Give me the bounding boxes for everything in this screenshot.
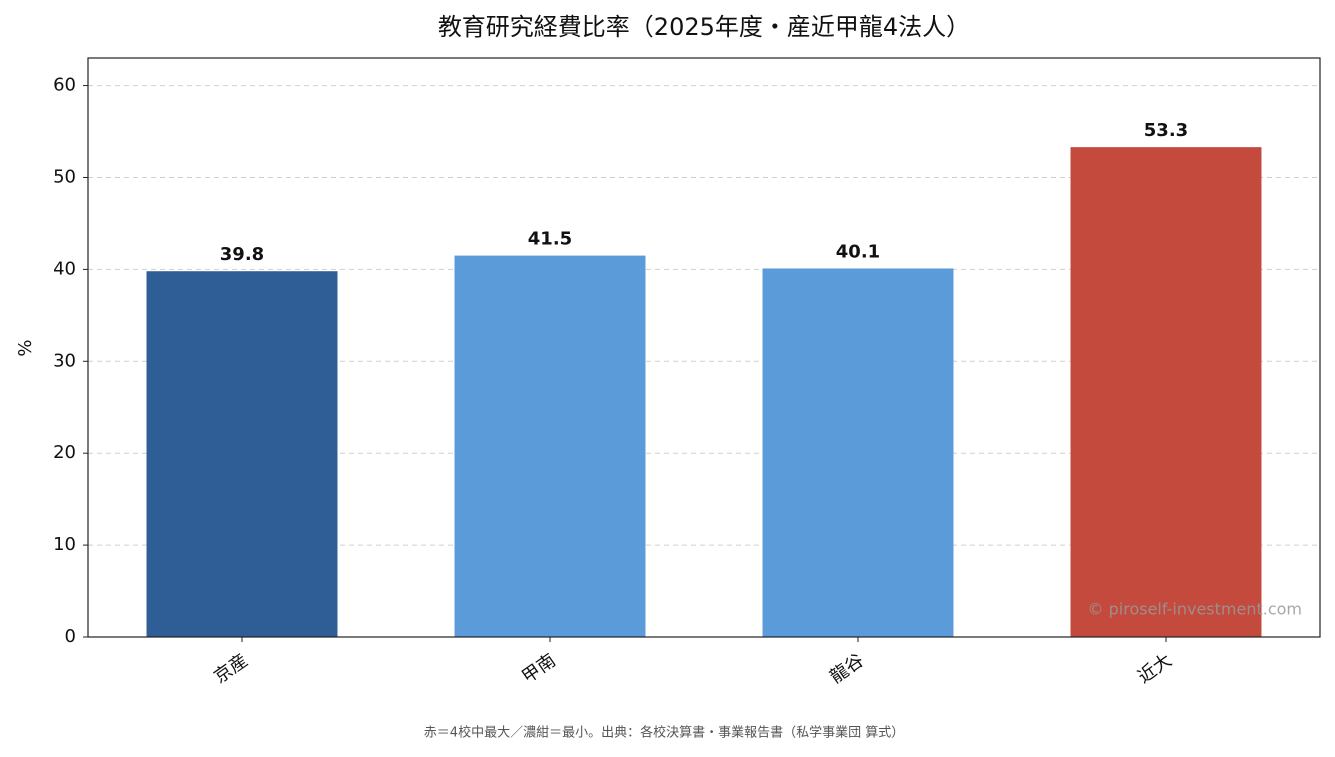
y-tick-label: 0	[65, 626, 76, 647]
watermark: © piroself-investment.com	[1088, 600, 1302, 619]
footnote: 赤＝4校中最大／濃紺＝最小。出典：各校決算書・事業報告書（私学事業団 算式）	[424, 725, 904, 741]
y-axis-label: %	[15, 339, 36, 356]
y-tick-label: 10	[53, 534, 76, 555]
x-tick-label: 甲南	[518, 650, 560, 688]
value-label: 39.8	[220, 244, 264, 265]
chart-title: 教育研究経費比率（2025年度・産近甲龍4法人）	[438, 13, 970, 41]
bar	[1070, 147, 1262, 637]
bar	[454, 255, 646, 637]
bar	[762, 268, 954, 637]
x-tick-label: 龍谷	[826, 650, 868, 688]
value-label: 53.3	[1144, 120, 1188, 141]
x-tick-label: 近大	[1134, 650, 1176, 688]
y-tick-label: 30	[53, 350, 76, 371]
y-tick-label: 20	[53, 442, 76, 463]
y-tick-label: 40	[53, 258, 76, 279]
plot-frame	[87, 57, 1321, 638]
x-tick-label: 京産	[210, 650, 252, 688]
value-label: 40.1	[836, 241, 880, 262]
y-tick-label: 60	[53, 75, 76, 96]
bar	[146, 271, 338, 637]
y-tick-label: 50	[53, 166, 76, 187]
value-label: 41.5	[528, 229, 572, 250]
